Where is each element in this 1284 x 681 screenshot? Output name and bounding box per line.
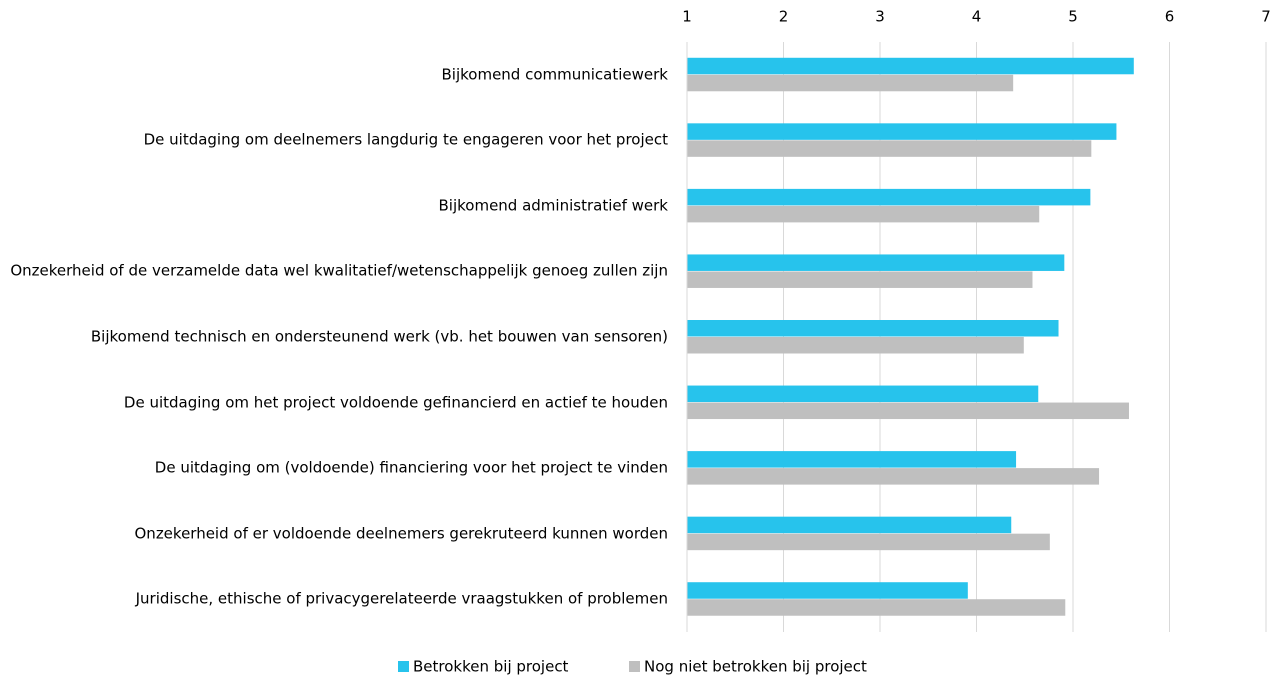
x-tick-label: 5 — [1068, 8, 1078, 26]
bar — [687, 271, 1033, 288]
y-tick-label: Onzekerheid of de verzamelde data wel kw… — [10, 261, 668, 280]
bar — [687, 468, 1100, 485]
x-tick-label: 4 — [972, 8, 982, 26]
legend-label: Betrokken bij project — [413, 658, 569, 676]
bar — [687, 140, 1092, 157]
x-tick-label: 6 — [1165, 8, 1175, 26]
y-tick-label: De uitdaging om het project voldoende ge… — [123, 393, 668, 412]
bar — [687, 582, 968, 599]
y-tick-label: Bijkomend administratief werk — [438, 196, 669, 215]
bar — [687, 402, 1129, 420]
legend-swatch — [629, 661, 640, 672]
bar — [687, 205, 1040, 223]
y-tick-label: Onzekerheid of er voldoende deelnemers g… — [134, 524, 669, 543]
x-tick-label: 2 — [779, 8, 789, 26]
bar — [687, 337, 1024, 354]
x-tick-label: 1 — [682, 8, 692, 26]
bar — [687, 57, 1134, 75]
bar — [687, 451, 1017, 468]
y-tick-label: De uitdaging om (voldoende) financiering… — [154, 458, 668, 477]
bar — [687, 385, 1039, 403]
y-tick-label: Bijkomend communicatiewerk — [441, 65, 669, 84]
legend-swatch — [398, 661, 409, 672]
x-tick-label: 3 — [875, 8, 885, 26]
y-tick-label: De uitdaging om deelnemers langdurig te … — [143, 130, 668, 149]
bar — [687, 516, 1012, 534]
bar — [687, 533, 1050, 551]
y-tick-label: Juridische, ethische of privacygerelatee… — [135, 589, 668, 608]
x-tick-label: 7 — [1261, 8, 1271, 26]
y-tick-label: Bijkomend technisch en ondersteunend wer… — [90, 327, 668, 346]
bar — [687, 123, 1117, 140]
bar — [687, 599, 1066, 616]
legend-label: Nog niet betrokken bij project — [644, 658, 867, 676]
bar — [687, 254, 1065, 271]
bar — [687, 320, 1059, 337]
bar — [687, 74, 1014, 92]
bar — [687, 188, 1091, 206]
